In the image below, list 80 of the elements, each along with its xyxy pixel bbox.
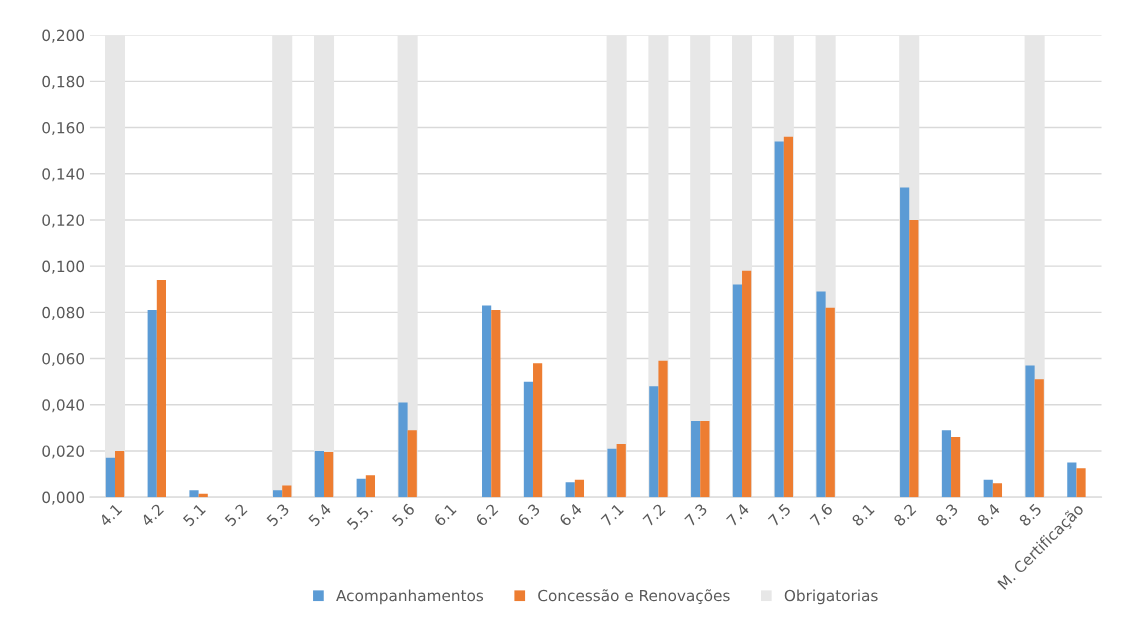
x-tick-label: 4.1 [98, 503, 123, 527]
x-tick-label: 8.1 [851, 503, 875, 527]
x-tick-label: 6.2 [474, 503, 499, 527]
y-tick-label: 0,180 [42, 75, 85, 89]
bar [941, 430, 952, 498]
bar [992, 483, 1003, 498]
x-tick-label: 7.3 [684, 503, 708, 527]
bar [272, 35, 293, 498]
x-tick-label: 4.2 [140, 503, 164, 527]
x-tick-label: 5.5. [346, 503, 374, 531]
y-tick-label: 0,060 [42, 353, 85, 367]
bar [1067, 462, 1077, 498]
x-tick-label: 8.4 [976, 502, 1001, 527]
bar [273, 490, 283, 498]
bar [314, 450, 325, 498]
y-tick-label: 0,040 [42, 399, 85, 413]
bar [1076, 468, 1086, 498]
bar [783, 136, 794, 498]
bar [282, 485, 292, 498]
x-tick-label: 8.2 [892, 503, 917, 527]
x-tick-label: 5.2 [224, 503, 248, 527]
x-tick-label: 5.4 [308, 502, 332, 527]
bar [147, 310, 157, 498]
bar [398, 402, 408, 498]
bar [658, 360, 668, 498]
x-tick-label: 5.1 [182, 503, 206, 527]
legend-label: Concessão e Renovações [538, 589, 730, 605]
bar [115, 450, 125, 498]
bar [105, 457, 115, 498]
bar [313, 35, 335, 498]
x-tick-label: 7.5 [767, 503, 792, 527]
x-tick-label: 6.3 [516, 503, 541, 527]
bar [900, 187, 910, 498]
x-tick-label: 8.3 [934, 503, 959, 527]
y-tick-label: 0,140 [42, 168, 85, 182]
y-tick-label: 0,020 [42, 445, 85, 459]
bar [1025, 365, 1035, 498]
x-tick-label: 7.6 [809, 502, 834, 527]
bar [533, 363, 543, 498]
x-tick-label: 6.1 [433, 503, 457, 527]
bar [616, 444, 626, 498]
x-tick-label: 7.1 [600, 503, 624, 527]
bar [742, 270, 752, 498]
legend-label: Acompanhamentos [336, 589, 484, 605]
bar [574, 479, 585, 498]
y-tick-label: 0,160 [42, 122, 85, 136]
bar [909, 219, 919, 498]
bar [774, 141, 784, 498]
bar [324, 452, 334, 498]
bar [700, 420, 710, 498]
y-tick-label: 0,080 [42, 306, 85, 320]
x-tick-label: 5.3 [266, 503, 290, 527]
bar [649, 386, 659, 498]
bar [825, 307, 835, 498]
bar [104, 35, 126, 498]
bar [407, 430, 417, 498]
y-tick-label: 0,120 [42, 214, 85, 228]
bar [365, 475, 376, 498]
bar [1034, 379, 1044, 498]
bar [816, 291, 826, 498]
bar [732, 284, 743, 498]
x-tick-label: 7.4 [726, 502, 750, 527]
bar [565, 482, 575, 498]
bar [691, 420, 701, 498]
bar [156, 280, 166, 498]
bar [983, 479, 993, 498]
y-tick-label: 0,000 [42, 491, 85, 505]
y-tick-label: 0,200 [42, 29, 85, 43]
x-tick-label: 6.4 [558, 502, 583, 527]
bar [491, 310, 501, 498]
bar [189, 490, 199, 498]
legend-label: Obrigatorias [784, 589, 878, 605]
bar [356, 478, 366, 498]
x-tick-label: 7.2 [642, 503, 666, 527]
bar [607, 448, 617, 498]
bar [523, 381, 534, 498]
y-tick-label: 0,100 [42, 260, 85, 274]
bar [482, 305, 492, 498]
x-tick-label: 5.6 [391, 502, 416, 527]
bar [951, 437, 961, 498]
